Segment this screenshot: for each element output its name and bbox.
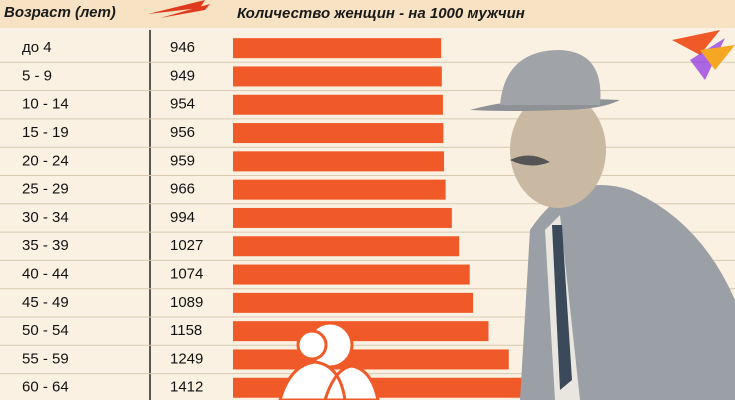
- value-label: 1089: [170, 294, 203, 311]
- category-label: 5 - 9: [22, 67, 52, 84]
- bar: [233, 207, 452, 228]
- value-label: 1074: [170, 266, 203, 283]
- bar: [233, 123, 444, 144]
- category-label: 15 - 19: [22, 124, 69, 141]
- value-label: 1249: [170, 350, 203, 367]
- value-label: 954: [170, 96, 195, 113]
- bar: [233, 349, 509, 370]
- value-label: 956: [170, 124, 195, 141]
- bar: [233, 94, 443, 115]
- category-label: 55 - 59: [22, 350, 69, 367]
- bar: [233, 236, 460, 257]
- header-band: [0, 0, 735, 28]
- category-label: 45 - 49: [22, 294, 69, 311]
- category-label: 25 - 29: [22, 181, 69, 198]
- value-label: 949: [170, 67, 195, 84]
- decoration: [148, 0, 210, 18]
- bar: [233, 264, 470, 285]
- category-label: 40 - 44: [22, 266, 69, 283]
- bar: [233, 151, 445, 172]
- category-label: до 4: [22, 39, 52, 56]
- value-label: 946: [170, 39, 195, 56]
- value-label: 1027: [170, 237, 203, 254]
- category-header: Возраст (лет): [4, 4, 116, 21]
- category-label: 30 - 34: [22, 209, 69, 226]
- value-header: Количество женщин - на 1000 мужчин: [237, 5, 525, 22]
- value-label: 959: [170, 152, 195, 169]
- value-label: 966: [170, 181, 195, 198]
- bar: [233, 292, 474, 313]
- illustration: [278, 30, 735, 400]
- bar: [233, 179, 446, 200]
- bar: [233, 377, 546, 398]
- value-label: 994: [170, 209, 195, 226]
- bar: [233, 38, 442, 59]
- category-label: 20 - 24: [22, 152, 69, 169]
- category-label: 10 - 14: [22, 96, 69, 113]
- category-label: 50 - 54: [22, 322, 69, 339]
- value-label: 1412: [170, 379, 203, 396]
- value-label: 1158: [170, 322, 202, 339]
- category-label: 35 - 39: [22, 237, 69, 254]
- bar: [233, 66, 442, 87]
- category-label: 60 - 64: [22, 379, 69, 396]
- bar: [233, 321, 489, 342]
